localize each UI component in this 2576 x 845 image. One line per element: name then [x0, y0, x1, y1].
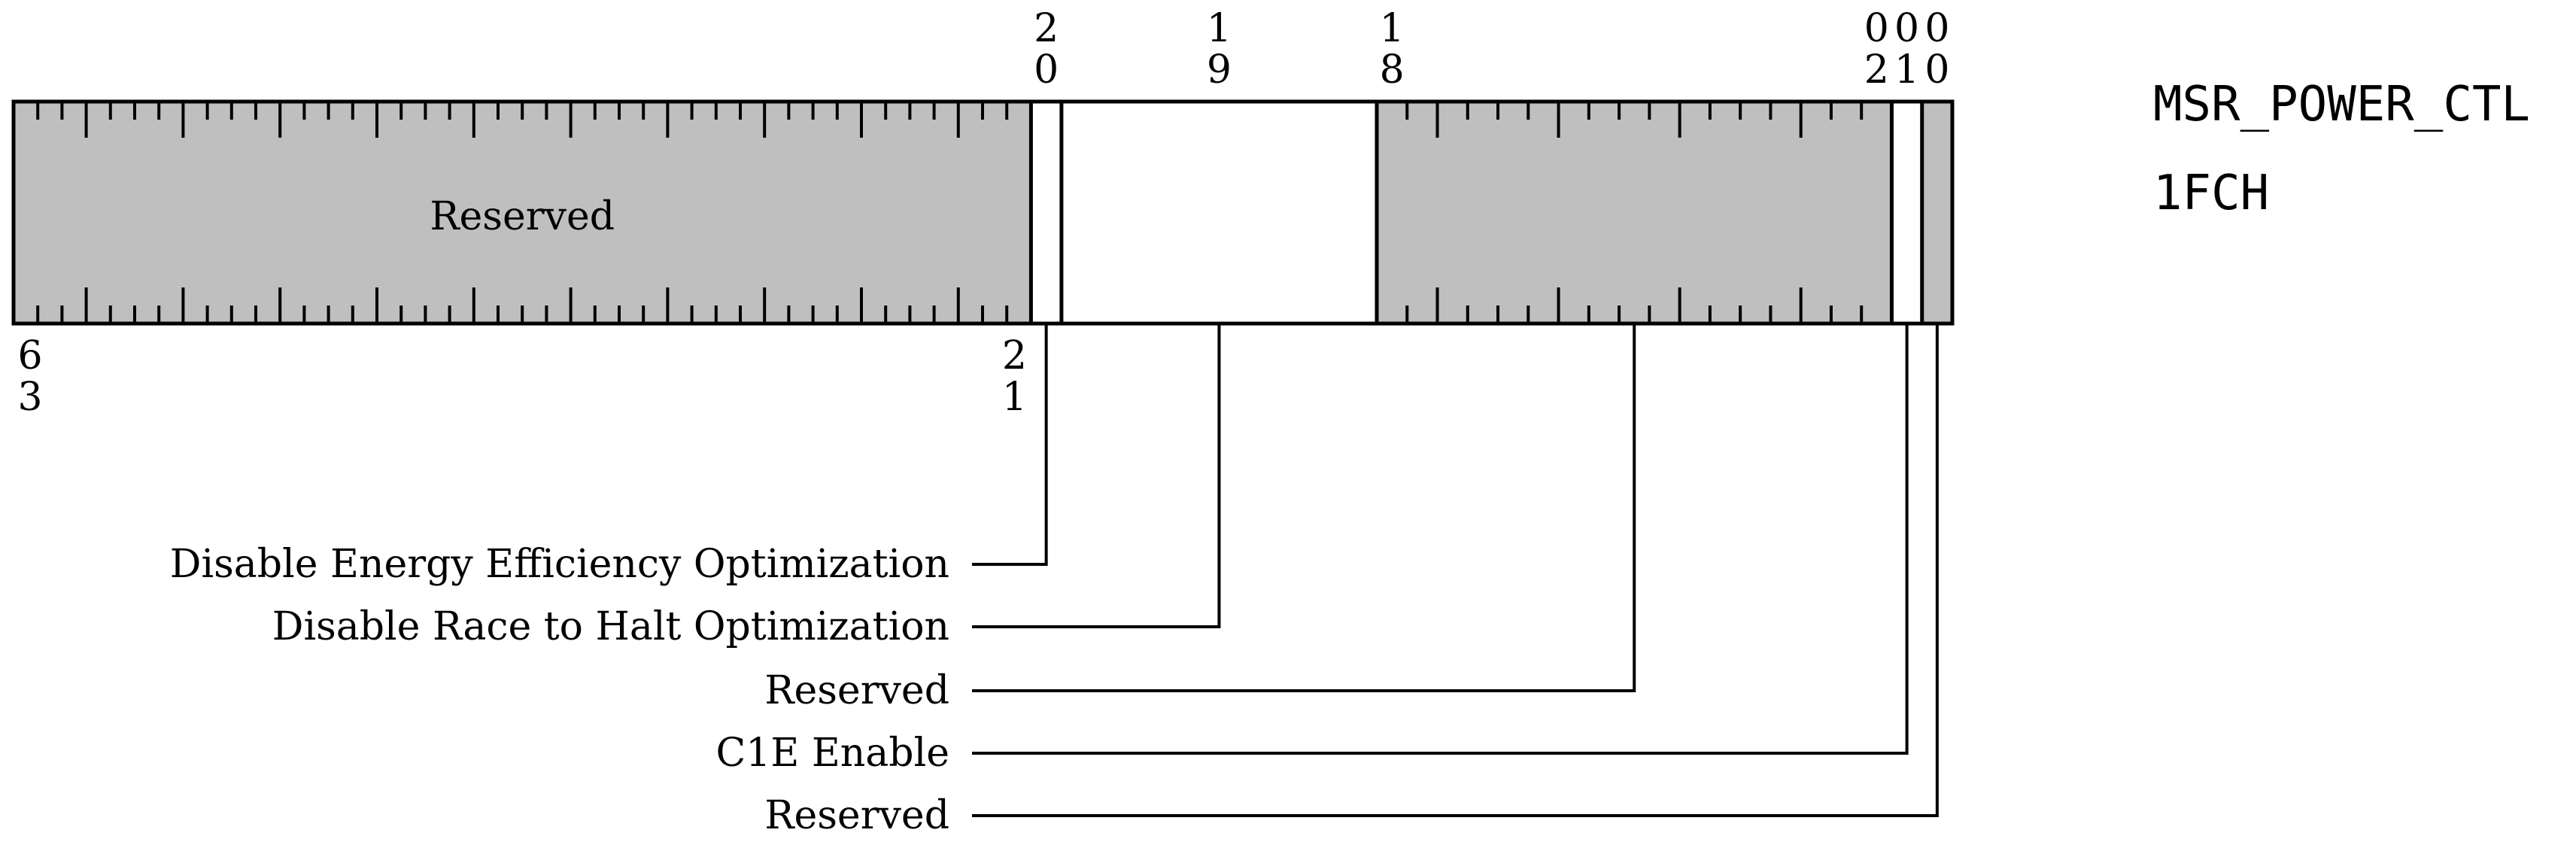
bit-label-top-19-digit1: 1	[1207, 6, 1232, 51]
field-label-reserved-mid: Reserved	[764, 668, 949, 713]
register-name: MSR_POWER_CTL	[2153, 77, 2530, 132]
leader-line-disable-rth	[972, 324, 1221, 628]
field-fill-c1e-enable	[1891, 102, 1922, 324]
bit-label-top-2-digit2: 2	[1864, 47, 1889, 93]
register-frame	[11, 99, 1955, 326]
field-dividers	[1028, 102, 1924, 324]
field-label-reserved-high: Reserved	[430, 194, 615, 239]
register-address: 1FCH	[2153, 166, 2269, 221]
bit-label-top-2-digit1: 0	[1864, 6, 1889, 51]
field-fill-disable-rth	[1061, 102, 1377, 324]
field-label-c1e-enable: C1E Enable	[715, 731, 949, 776]
tick-marks	[36, 102, 1864, 324]
field-fill-reserved-low	[1921, 102, 1952, 324]
bit-label-top-0-digit1: 0	[1924, 6, 1949, 51]
bit-label-top-0-digit2: 0	[1924, 47, 1949, 93]
field-fill-reserved-high	[14, 102, 1031, 324]
field-label-disable-rth: Disable Race to Halt Optimization	[272, 604, 949, 649]
bit-label-top-1-digit2: 1	[1894, 47, 1919, 93]
field-fills	[14, 102, 1952, 324]
field-label-reserved-low: Reserved	[764, 793, 949, 838]
bit-label-top-19-digit2: 9	[1207, 47, 1232, 93]
bit-label-top-1-digit1: 0	[1894, 6, 1919, 51]
leader-line-reserved-low	[972, 324, 1939, 817]
bit-label-top-20-digit2: 0	[1034, 47, 1059, 93]
field-inside-labels: Reserved	[430, 194, 615, 239]
field-leader-lines	[972, 324, 1939, 817]
field-label-disable-eeo: Disable Energy Efficiency Optimization	[170, 542, 949, 587]
bit-label-top-18-digit1: 1	[1380, 6, 1405, 51]
leader-line-disable-eeo	[972, 324, 1048, 566]
field-fill-reserved-mid	[1377, 102, 1892, 324]
bit-label-bottom-21-digit2: 1	[1002, 375, 1027, 420]
field-callout-labels: Disable Energy Efficiency Optimization Di…	[170, 542, 949, 838]
bit-label-bottom-63-digit2: 3	[17, 375, 42, 420]
bit-label-bottom-63-digit1: 6	[17, 333, 42, 378]
bit-label-bottom-21-digit1: 2	[1002, 333, 1027, 378]
leader-line-c1e-enable	[972, 324, 1909, 755]
field-fill-disable-eeo	[1031, 102, 1062, 324]
bit-label-top-20-digit1: 2	[1034, 6, 1059, 51]
bit-label-top-18-digit2: 8	[1380, 47, 1405, 93]
leader-line-reserved-mid	[972, 324, 1636, 692]
